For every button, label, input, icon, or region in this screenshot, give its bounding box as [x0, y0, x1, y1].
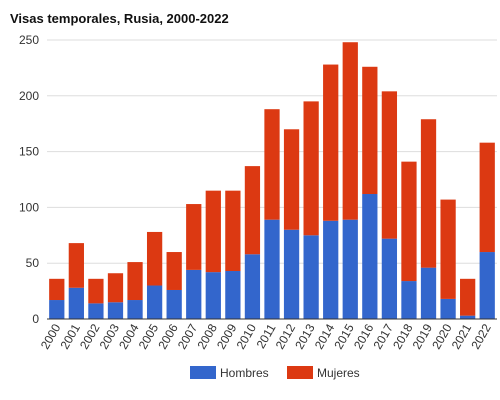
bar-mujeres-2008[interactable]	[205, 190, 221, 273]
x-tick-label: 2001	[57, 321, 83, 351]
bar-hombres-2011[interactable]	[264, 219, 280, 319]
bar-hombres-2004[interactable]	[127, 300, 143, 319]
bar-mujeres-2005[interactable]	[146, 231, 163, 286]
legend: Hombres Mujeres	[190, 366, 360, 380]
y-tick-label: 150	[19, 145, 39, 159]
x-tick-label: 2012	[273, 321, 299, 351]
x-tick-label: 2006	[155, 321, 181, 351]
bar-hombres-2012[interactable]	[283, 229, 300, 319]
bar-mujeres-2012[interactable]	[283, 129, 300, 230]
x-tick-label: 2019	[410, 321, 436, 351]
bar-mujeres-2010[interactable]	[244, 166, 261, 255]
bar-mujeres-2002[interactable]	[88, 278, 104, 304]
x-tick-label: 2000	[38, 321, 64, 351]
bar-mujeres-2021[interactable]	[460, 278, 476, 316]
x-tick-label: 2010	[234, 321, 260, 351]
x-tick-label: 2020	[429, 321, 455, 351]
bar-hombres-2006[interactable]	[166, 289, 182, 319]
bar-mujeres-2016[interactable]	[362, 66, 378, 194]
bar-mujeres-2017[interactable]	[381, 91, 398, 239]
y-tick-label: 250	[19, 33, 39, 47]
bar-mujeres-2001[interactable]	[68, 243, 84, 288]
bars	[49, 42, 495, 319]
bar-mujeres-2006[interactable]	[166, 252, 182, 290]
bar-hombres-2016[interactable]	[362, 194, 378, 319]
x-tick-label: 2018	[390, 321, 416, 351]
x-tick-label: 2004	[116, 321, 142, 351]
legend-label-hombres[interactable]: Hombres	[220, 366, 269, 380]
bar-hombres-2021[interactable]	[460, 315, 476, 319]
legend-label-mujeres[interactable]: Mujeres	[317, 366, 360, 380]
y-tick-label: 200	[19, 89, 39, 103]
chart-title: Visas temporales, Rusia, 2000-2022	[10, 11, 229, 26]
x-tick-label: 2005	[136, 321, 162, 351]
x-tick-label: 2022	[468, 321, 494, 351]
bar-mujeres-2011[interactable]	[264, 109, 280, 220]
x-tick-label: 2017	[371, 321, 397, 351]
bar-mujeres-2015[interactable]	[342, 42, 358, 220]
bar-hombres-2007[interactable]	[186, 269, 202, 319]
x-tick-label: 2016	[351, 321, 377, 351]
x-tick-label: 2014	[312, 321, 338, 351]
x-axis-labels: 2000200120022003200420052006200720082009…	[38, 321, 494, 351]
bar-hombres-2009[interactable]	[225, 271, 241, 319]
x-tick-label: 2021	[449, 321, 475, 351]
bar-mujeres-2009[interactable]	[225, 190, 241, 272]
bar-hombres-2020[interactable]	[440, 298, 456, 319]
x-tick-label: 2007	[175, 321, 201, 351]
bar-hombres-2013[interactable]	[303, 235, 319, 319]
x-tick-label: 2002	[77, 321, 103, 351]
bar-hombres-2008[interactable]	[205, 272, 221, 319]
bar-mujeres-2020[interactable]	[440, 199, 456, 299]
bar-hombres-2017[interactable]	[381, 238, 398, 319]
x-tick-label: 2015	[331, 321, 357, 351]
bar-mujeres-2000[interactable]	[49, 278, 65, 301]
bar-hombres-2022[interactable]	[479, 252, 495, 319]
bar-mujeres-2019[interactable]	[420, 119, 437, 268]
bar-hombres-2003[interactable]	[107, 302, 124, 319]
bar-mujeres-2022[interactable]	[479, 142, 495, 253]
bar-mujeres-2007[interactable]	[186, 204, 202, 270]
bar-hombres-2005[interactable]	[146, 285, 163, 319]
y-tick-label: 0	[32, 312, 39, 326]
bar-hombres-2014[interactable]	[323, 220, 339, 319]
y-axis-labels: 0 50 100 150 200 250	[19, 33, 39, 326]
legend-swatch-mujeres	[287, 366, 313, 379]
bar-hombres-2018[interactable]	[401, 281, 417, 319]
bar-hombres-2002[interactable]	[88, 303, 104, 319]
x-tick-label: 2009	[214, 321, 240, 351]
bar-hombres-2010[interactable]	[244, 254, 261, 319]
bar-mujeres-2013[interactable]	[303, 101, 319, 236]
x-tick-label: 2003	[97, 321, 123, 351]
bar-hombres-2015[interactable]	[342, 219, 358, 319]
bar-hombres-2001[interactable]	[68, 287, 84, 319]
bar-mujeres-2014[interactable]	[323, 64, 339, 221]
y-tick-label: 50	[26, 256, 40, 270]
bar-hombres-2019[interactable]	[420, 267, 437, 319]
x-tick-label: 2013	[292, 321, 318, 351]
x-tick-label: 2008	[194, 321, 220, 351]
bar-mujeres-2018[interactable]	[401, 161, 417, 282]
y-tick-label: 100	[19, 200, 39, 214]
legend-swatch-hombres	[190, 366, 216, 379]
bar-mujeres-2004[interactable]	[127, 262, 143, 301]
bar-hombres-2000[interactable]	[49, 300, 65, 319]
bar-mujeres-2003[interactable]	[107, 273, 124, 303]
